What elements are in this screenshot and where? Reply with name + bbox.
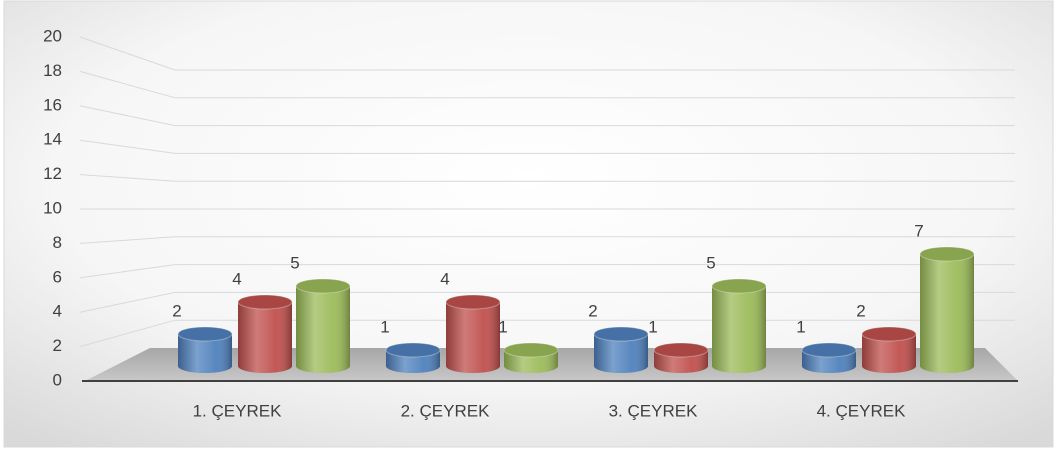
cylinder xyxy=(801,342,857,373)
cylinder-top xyxy=(711,278,767,294)
grid-line xyxy=(79,70,1015,99)
cylinder-shade xyxy=(712,286,766,373)
data-label: 5 xyxy=(706,253,715,272)
data-label: 4 xyxy=(232,269,241,288)
y-tick-label: 8 xyxy=(53,233,62,252)
data-label: 1 xyxy=(498,317,507,336)
cylinder-top xyxy=(861,326,917,342)
cylinder-shade xyxy=(446,302,500,373)
cylinder-top-shade xyxy=(712,279,766,293)
y-tick-label: 4 xyxy=(53,302,62,321)
cylinder-top xyxy=(445,294,501,310)
cylinder xyxy=(385,342,441,373)
x-tick-label: 2. ÇEYREK xyxy=(401,401,490,420)
y-tick-label: 16 xyxy=(43,95,62,114)
cylinder-shade xyxy=(296,286,350,373)
cylinder-top-shade xyxy=(504,343,558,357)
cylinder-top-shade xyxy=(178,327,232,341)
grid-line xyxy=(79,139,1015,154)
grid-line xyxy=(79,236,1015,244)
cylinder xyxy=(711,278,767,373)
data-label: 2 xyxy=(588,301,597,320)
cylinder-top xyxy=(801,342,857,358)
grid-line xyxy=(79,174,1015,182)
cylinder xyxy=(861,326,917,373)
cylinder xyxy=(177,326,233,373)
x-tick-label: 1. ÇEYREK xyxy=(193,401,282,420)
x-tick-label: 3. ÇEYREK xyxy=(609,401,698,420)
cylinder xyxy=(653,342,709,373)
cylinder-top xyxy=(177,326,233,342)
grid-line xyxy=(79,105,1015,127)
cylinder xyxy=(503,342,559,373)
cylinder-top-shade xyxy=(594,327,648,341)
y-tick-label: 10 xyxy=(43,198,62,217)
cylinder-top xyxy=(653,342,709,358)
cylinder-shade xyxy=(862,334,916,373)
cylinder-top-shade xyxy=(862,327,916,341)
cylinder-top-shade xyxy=(386,343,440,357)
data-label: 1 xyxy=(796,317,805,336)
y-tick-label: 2 xyxy=(53,336,62,355)
y-tick-label: 12 xyxy=(43,164,62,183)
cylinder-top xyxy=(919,246,975,262)
y-tick-label: 14 xyxy=(43,130,62,149)
cylinder-shade xyxy=(178,334,232,373)
y-tick-label: 0 xyxy=(53,370,62,389)
cylinder-top xyxy=(503,342,559,358)
cylinder-top xyxy=(237,294,293,310)
cylinder-shade xyxy=(238,302,292,373)
data-label: 4 xyxy=(440,269,449,288)
cylinder-shade xyxy=(920,254,974,373)
cylinder-top-shade xyxy=(238,295,292,309)
grid-line xyxy=(79,264,1015,279)
y-tick-label: 18 xyxy=(43,61,62,80)
cylinder-top-shade xyxy=(920,247,974,261)
cylinder-top xyxy=(295,278,351,294)
cylinder-top xyxy=(593,326,649,342)
cylinder xyxy=(919,246,975,373)
cylinder-top xyxy=(385,342,441,358)
data-label: 1 xyxy=(380,317,389,336)
cylinder xyxy=(237,294,293,373)
cylinder-top-shade xyxy=(802,343,856,357)
data-label: 2 xyxy=(856,301,865,320)
cylinder-top-shade xyxy=(446,295,500,309)
grid-line xyxy=(79,36,1015,71)
data-label: 1 xyxy=(648,317,657,336)
data-label: 7 xyxy=(914,221,923,240)
data-label: 2 xyxy=(172,301,181,320)
cylinder xyxy=(593,326,649,373)
y-tick-label: 6 xyxy=(53,267,62,286)
cylinder-shade xyxy=(594,334,648,373)
y-tick-label: 20 xyxy=(43,26,62,45)
cylinder-top-shade xyxy=(654,343,708,357)
data-label: 5 xyxy=(290,253,299,272)
cylinder xyxy=(295,278,351,373)
cylinder-top-shade xyxy=(296,279,350,293)
cylinder xyxy=(445,294,501,373)
x-tick-label: 4. ÇEYREK xyxy=(817,401,906,420)
